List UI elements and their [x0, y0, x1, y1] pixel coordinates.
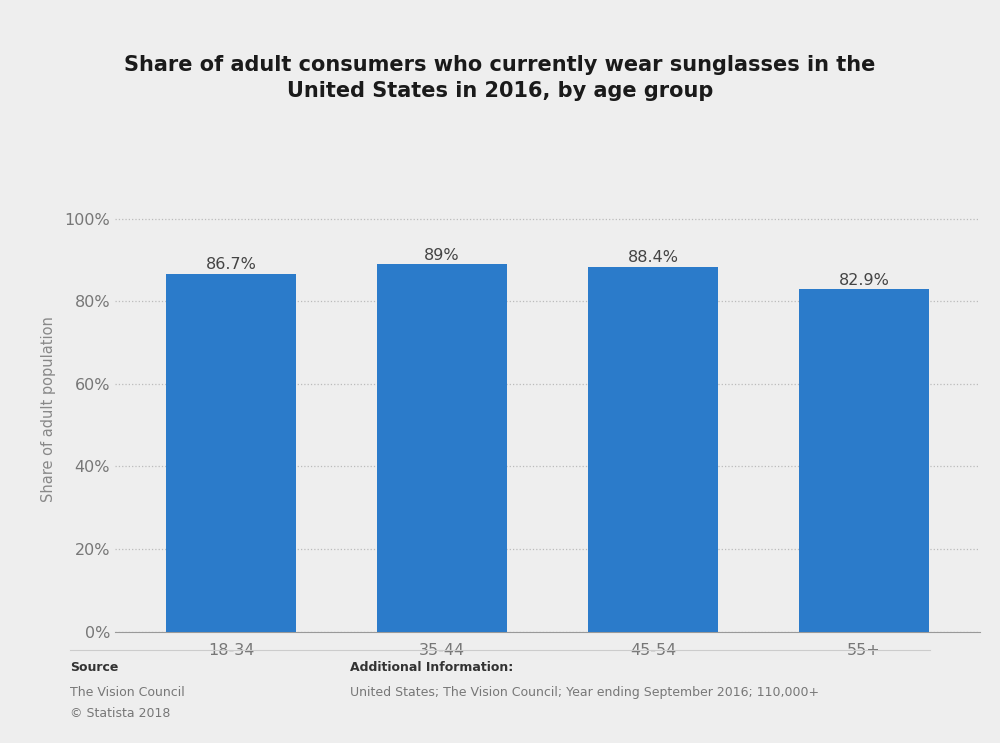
Text: Share of adult consumers who currently wear sunglasses in the
United States in 2: Share of adult consumers who currently w…: [124, 55, 876, 101]
Text: 86.7%: 86.7%: [206, 257, 256, 272]
Text: 89%: 89%: [424, 247, 460, 262]
Text: © Statista 2018: © Statista 2018: [70, 707, 170, 720]
Text: Additional Information:: Additional Information:: [350, 661, 513, 674]
Text: Source: Source: [70, 661, 118, 674]
Bar: [799, 289, 929, 632]
Text: 88.4%: 88.4%: [627, 250, 678, 265]
Text: 82.9%: 82.9%: [839, 273, 889, 288]
Bar: [166, 273, 296, 632]
Text: The Vision Council: The Vision Council: [70, 686, 185, 698]
Bar: [588, 267, 718, 632]
Text: United States; The Vision Council; Year ending September 2016; 110,000+: United States; The Vision Council; Year …: [350, 686, 819, 698]
Bar: [377, 265, 507, 632]
Y-axis label: Share of adult population: Share of adult population: [41, 316, 56, 502]
